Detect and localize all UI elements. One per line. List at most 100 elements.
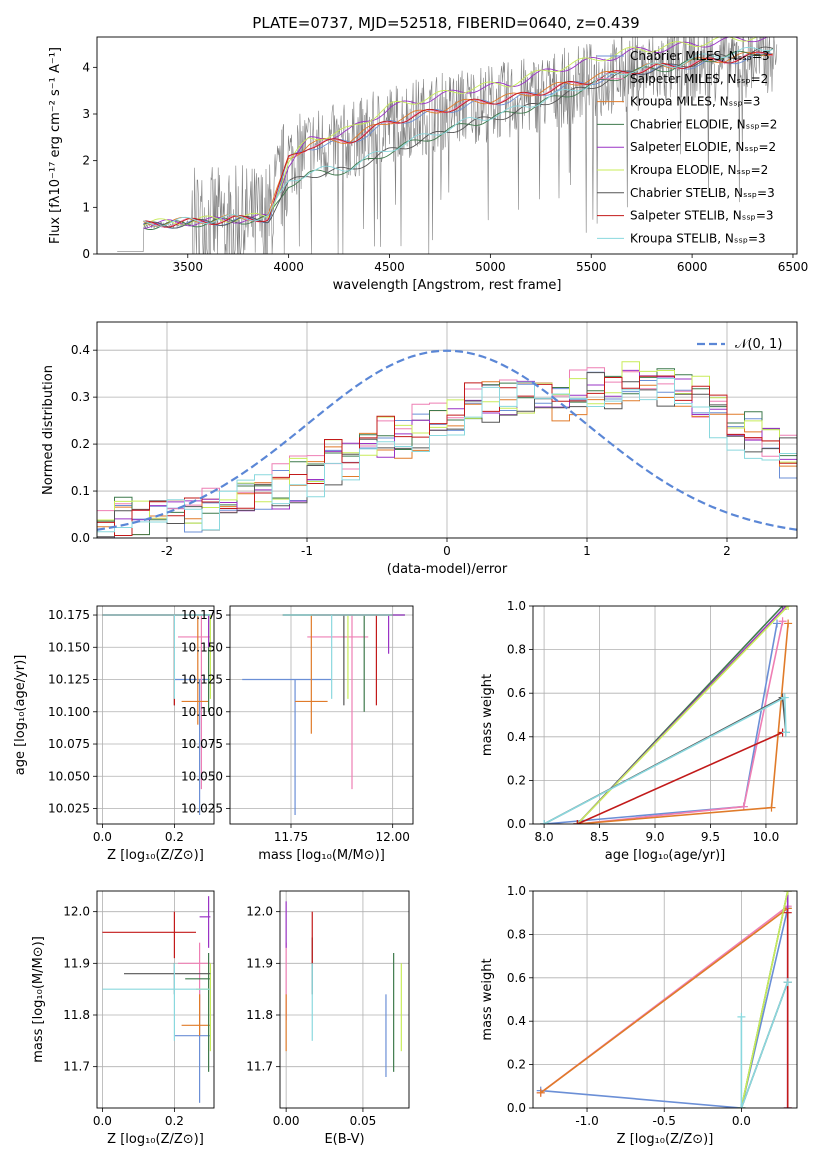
y-tick-label: 0.2: [71, 437, 90, 451]
y-tick-label: 10.125: [48, 673, 90, 687]
y-tick-label: 0.4: [71, 343, 90, 357]
y-tick-label: 10.025: [181, 802, 223, 816]
x-tick-label: -1: [301, 544, 313, 558]
x-axis-label: mass [log₁₀(M/M⊙)]: [258, 848, 385, 863]
x-tick-label: 0.0: [732, 1114, 751, 1128]
y-tick-label: 0.4: [507, 1014, 526, 1028]
x-tick-label: 4500: [374, 260, 405, 274]
spectrum-model-line: [143, 48, 774, 230]
legend-entry: 𝒩(0, 1): [735, 337, 782, 352]
x-tick-label: 4000: [273, 260, 304, 274]
mass_vs_Z-axes: 0.0 0.2 11.7 11.8 11.9 12.0 Z [log₁₀(Z/Z⊙)] mas…: [31, 890, 215, 1147]
y-tick-label: 0.2: [507, 1058, 526, 1072]
age_vs_mass-frame: [229, 605, 414, 825]
x-tick-label: 10.0: [753, 830, 780, 844]
y-tick-label: 3: [82, 107, 90, 121]
weight-marker: [783, 908, 792, 917]
y-tick-label: 10.125: [181, 673, 223, 687]
y-tick-label: 11.8: [63, 1008, 90, 1022]
weight-marker: [780, 693, 789, 702]
weight-marker: [783, 1104, 792, 1108]
weight-marker: [781, 728, 790, 737]
x-tick-label: 8.5: [590, 830, 609, 844]
legend-entry: Salpeter MILES, Nₛₛₚ=2: [630, 72, 768, 86]
residuals-axes: -2 -1 0 1 2 0.0 0.1 0.2 0.3 0.4 (data-model)/error…: [41, 321, 798, 577]
x-axis-label: Z [log₁₀(Z/Z⊙)]: [107, 1132, 204, 1147]
spectrum-model-line: [143, 46, 773, 227]
histogram-series: [97, 378, 797, 538]
y-tick-label: 1.0: [507, 599, 526, 613]
age_vs_Z-axes: 0.0 0.2 10.025 10.050 10.075 10.100 10.125 10.1…: [13, 605, 215, 863]
x-tick-label: 5500: [576, 260, 607, 274]
weight-line: [577, 621, 784, 824]
x-tick-label: -0.5: [653, 1114, 676, 1128]
x-tick-label: 9.0: [645, 830, 664, 844]
x-tick-label: 3500: [173, 260, 204, 274]
y-tick-label: 0.3: [71, 390, 90, 404]
spectrum-frame: [96, 36, 798, 255]
x-axis-label: Z [log₁₀(Z/Z⊙)]: [617, 1132, 714, 1147]
spectrum-model-line: [143, 37, 768, 229]
legend-entry: Kroupa ELODIE, Nₛₛₚ=2: [630, 163, 768, 177]
normal-curve: [97, 349, 797, 531]
x-tick-label: 2: [723, 544, 731, 558]
mass_vs_EBV-frame: [279, 890, 410, 1109]
y-axis-label: mass weight: [480, 674, 495, 756]
y-tick-label: 0.1: [71, 484, 90, 498]
y-tick-label: 12.0: [63, 905, 90, 919]
x-axis-label: (data-model)/error: [387, 562, 508, 577]
y-tick-label: 1.0: [507, 884, 526, 898]
legend-entry: Chabrier MILES, Nₛₛₚ=3: [630, 49, 770, 63]
y-axis-label: age [log₁₀(age/yr)]: [13, 655, 28, 776]
x-tick-label: 0: [443, 544, 451, 558]
weight-marker: [573, 820, 582, 824]
spectrum-model-line: [143, 51, 773, 228]
y-tick-label: 0.8: [507, 927, 526, 941]
spectrum-legend: Chabrier MILES, Nₛₛₚ=3 Salpeter MILES, Nₛ…: [597, 49, 777, 245]
y-tick-label: 10.075: [48, 737, 90, 751]
x-tick-label: 1: [583, 544, 591, 558]
age_vs_mass-plot: [230, 606, 413, 824]
y-tick-label: 10.100: [181, 705, 223, 719]
y-tick-label: 10.175: [181, 608, 223, 622]
x-tick-label: 0.00: [273, 1114, 300, 1128]
x-axis-label: E(B-V): [324, 1132, 364, 1147]
y-tick-label: 0.2: [507, 773, 526, 787]
y-tick-label: 0.6: [507, 971, 526, 985]
y-tick-label: 10.100: [48, 705, 90, 719]
mass_vs_EBV-plot: [280, 891, 409, 1108]
mass_vs_Z-plot: [97, 891, 214, 1108]
y-axis-label: Flux [fλ10⁻¹⁷ erg cm⁻² s⁻¹ A⁻¹]: [48, 47, 63, 244]
y-tick-label: 0.6: [507, 686, 526, 700]
x-tick-label: 0.2: [165, 1114, 184, 1128]
y-tick-label: 0.4: [507, 730, 526, 744]
x-axis-label: wavelength [Angstrom, rest frame]: [333, 278, 562, 293]
x-tick-label: 0.0: [93, 1114, 112, 1128]
y-tick-label: 10.025: [48, 802, 90, 816]
x-tick-label: 5000: [475, 260, 506, 274]
weight-line: [540, 908, 789, 1108]
x-axis-label: Z [log₁₀(Z/Z⊙)]: [107, 848, 204, 863]
y-tick-label: 11.7: [63, 1060, 90, 1074]
residuals-plot: [97, 322, 797, 538]
legend-entry: Salpeter ELODIE, Nₛₛₚ=2: [630, 140, 776, 154]
x-tick-label: 6500: [778, 260, 809, 274]
weight-line: [543, 696, 787, 824]
age_vs_Z-frame: [96, 605, 215, 825]
weight-line: [576, 606, 789, 824]
weight-marker: [784, 619, 793, 628]
x-tick-label: -2: [161, 544, 173, 558]
y-tick-label: 10.050: [48, 769, 90, 783]
x-tick-label: 0.0: [93, 830, 112, 844]
y-tick-label: 11.9: [246, 956, 273, 970]
y-tick-label: 10.150: [48, 640, 90, 654]
weight-marker: [540, 820, 549, 824]
legend-entry: Kroupa STELIB, Nₛₛₚ=3: [630, 231, 766, 245]
weight-marker: [773, 619, 782, 628]
x-tick-label: 12.00: [375, 830, 409, 844]
weight_vs_Z-plot: [533, 891, 797, 1108]
y-tick-label: 1: [82, 200, 90, 214]
y-tick-label: 0.0: [507, 817, 526, 831]
weight-marker: [767, 803, 776, 812]
